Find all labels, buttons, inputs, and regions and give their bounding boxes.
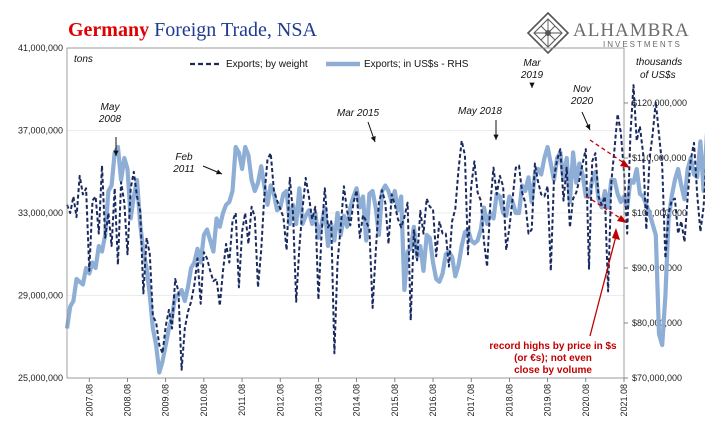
x-tick-label: 2008.08 [122,384,132,417]
annotation-label: May [101,102,121,113]
alhambra-diamond-icon [526,11,570,55]
x-tick-label: 2017.08 [466,384,476,417]
left-unit-label: tons [74,54,93,65]
series-line-weight [66,84,705,371]
annotation-label: Feb [175,152,193,163]
y-left-tick-label: 41,000,000 [18,43,63,53]
right-unit-label-line2: of US$s [640,70,676,81]
annotation-label: Nov [573,84,592,95]
y-right-tick-label: $110,000,000 [632,153,686,163]
x-tick-label: 2007.08 [84,384,94,417]
x-tick-label: 2020.08 [581,384,591,417]
x-tick-label: 2013.08 [313,384,323,417]
note-line-1: record highs by price in $s [489,341,617,352]
chart-title: Germany Foreign Trade, NSA [68,19,317,41]
logo-text: ALHAMBRA [573,20,690,41]
x-tick-label: 2012.08 [275,384,285,417]
x-tick-label: 2010.08 [199,384,209,417]
logo-subtext: INVESTMENTS [603,40,682,49]
y-left-tick-label: 25,000,000 [18,373,63,383]
legend-label-usd: Exports; in US$s - RHS [364,59,469,70]
annotation-label: 2020 [570,96,594,107]
annotation-label: Mar [523,58,541,69]
annotation-arrow-head [113,150,119,156]
trend-arrow-upper-head [620,160,630,168]
annotation-label: May 2018 [458,106,502,117]
y-left-tick-label: 33,000,000 [18,208,63,218]
y-left-tick-label: 37,000,000 [18,126,63,136]
title-country: Germany [68,19,149,41]
y-axis-left: 25,000,000 29,000,000 33,000,000 37,000,000… [18,43,63,383]
alhambra-logo: ALHAMBRA INVESTMENTS [526,11,690,55]
legend: Exports; by weight Exports; in US$s - RH… [190,59,469,70]
annotation-label: 2011 [172,164,195,175]
x-tick-label: 2019.08 [543,384,553,417]
y-right-tick-label: $120,000,000 [632,98,687,108]
annotation-label: 2019 [520,70,544,81]
legend-label-weight: Exports; by weight [226,59,308,70]
x-tick-label: 2014.08 [352,384,362,417]
y-left-tick-label: 29,000,000 [18,291,63,301]
x-tick-label: 2011.08 [237,384,247,416]
plot-frame [66,47,625,379]
x-tick-label: 2009.08 [161,384,171,417]
grid [67,47,624,379]
x-tick-label: 2015.08 [390,384,400,417]
x-tick-label: 2021.08 [619,384,629,417]
note-line-2: (or €s); not even [514,353,592,364]
title-rest: Foreign Trade, NSA [154,19,317,41]
right-unit-label-line1: thousands [636,57,682,68]
series-layer [64,84,705,375]
note-line-3: close by volume [514,365,592,376]
note-arrow-head [612,228,620,240]
annotation-label: 2008 [98,114,122,125]
annotation-arrow-head [216,169,222,175]
annotation-arrow-head [493,134,499,140]
note-annotation: record highs by price in $s (or €s); not… [489,139,630,376]
x-tick-label: 2018.08 [504,384,514,417]
x-axis: 2007.08 2008.08 2009.08 2010.08 2011.08 2012.… [84,378,629,417]
trend-arrow-lower-head [617,215,627,223]
y-right-tick-label: $70,000,000 [632,373,682,383]
annotation-label: Mar 2015 [337,108,380,119]
annotation-arrow-head [585,124,591,130]
y-right-tick-label: $100,000,000 [632,208,687,218]
note-arrow [589,235,617,337]
annotation-arrow-head [529,82,535,88]
x-tick-label: 2016.08 [428,384,438,417]
annotation-arrow-head [370,136,376,142]
